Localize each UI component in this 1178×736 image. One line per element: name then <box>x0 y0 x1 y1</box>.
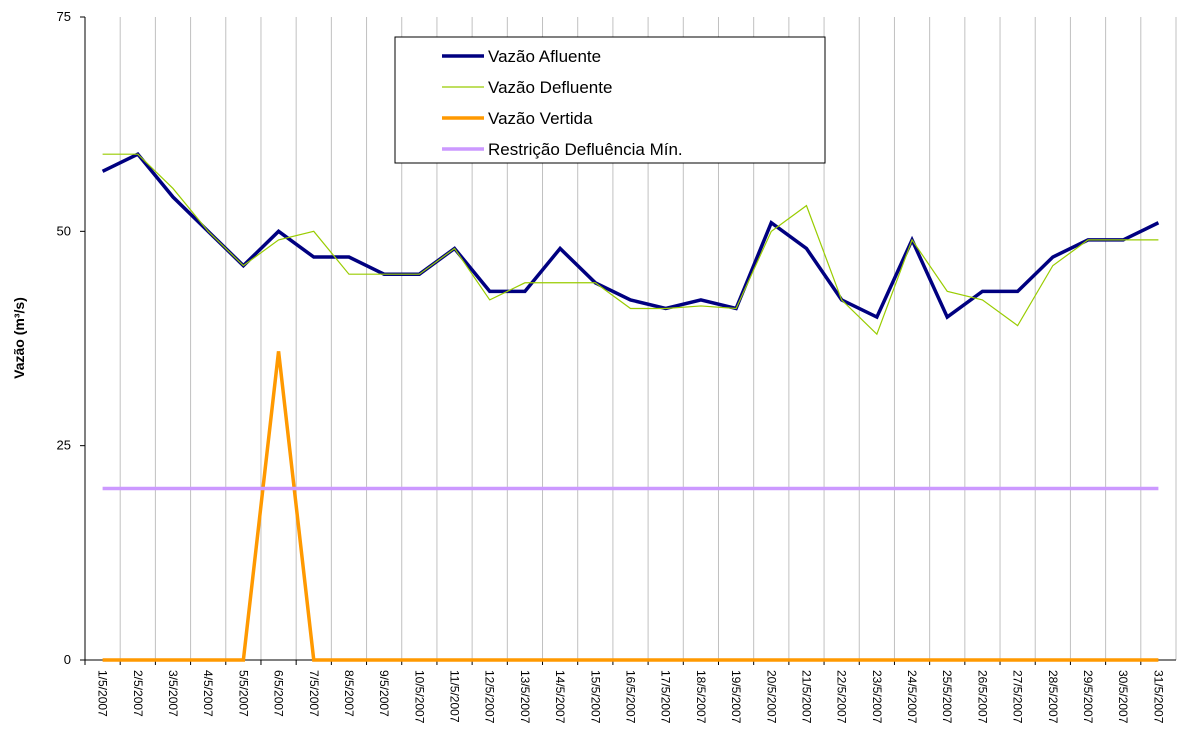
x-tick-label: 14/5/2007 <box>553 670 567 724</box>
x-tick-label: 20/5/2007 <box>764 670 778 724</box>
y-tick-label: 75 <box>57 9 71 24</box>
x-tick-label: 8/5/2007 <box>342 670 356 717</box>
series-line <box>101 151 1160 320</box>
x-tick-label: 29/5/2007 <box>1081 670 1095 724</box>
y-tick-label: 25 <box>57 438 71 453</box>
x-tick-label: 22/5/2007 <box>835 670 849 724</box>
x-tick-label: 6/5/2007 <box>272 670 286 717</box>
y-axis-label: Vazão (m³/s) <box>11 297 27 379</box>
x-tick-label: 5/5/2007 <box>236 670 250 717</box>
y-tick-label: 0 <box>64 652 71 667</box>
x-tick-label: 31/5/2007 <box>1151 670 1165 724</box>
x-tick-label: 4/5/2007 <box>201 670 215 717</box>
x-tick-label: 23/5/2007 <box>870 670 884 724</box>
x-tick-label: 25/5/2007 <box>940 670 954 724</box>
x-tick-label: 1/5/2007 <box>96 670 110 717</box>
x-tick-label: 28/5/2007 <box>1046 670 1060 724</box>
legend-label: Restrição Defluência Mín. <box>488 140 683 159</box>
x-tick-label: 2/5/2007 <box>131 670 145 717</box>
legend-label: Vazão Afluente <box>488 47 601 66</box>
x-tick-label: 17/5/2007 <box>659 670 673 724</box>
x-tick-label: 18/5/2007 <box>694 670 708 724</box>
y-tick-label: 50 <box>57 223 71 238</box>
x-tick-label: 12/5/2007 <box>483 670 497 724</box>
x-tick-label: 30/5/2007 <box>1116 670 1130 724</box>
x-tick-label: 16/5/2007 <box>624 670 638 724</box>
x-tick-label: 7/5/2007 <box>307 670 321 717</box>
x-tick-label: 3/5/2007 <box>166 670 180 717</box>
x-tick-label: 9/5/2007 <box>377 670 391 717</box>
x-tick-label: 21/5/2007 <box>799 670 813 724</box>
x-tick-label: 10/5/2007 <box>412 670 426 724</box>
x-tick-label: 11/5/2007 <box>448 670 462 723</box>
x-tick-label: 15/5/2007 <box>588 670 602 724</box>
legend-box <box>394 36 826 164</box>
series-line <box>102 153 1159 336</box>
x-tick-label: 19/5/2007 <box>729 670 743 724</box>
x-tick-label: 27/5/2007 <box>1011 670 1025 724</box>
x-tick-label: 13/5/2007 <box>518 670 532 724</box>
x-tick-label: 26/5/2007 <box>975 670 989 724</box>
legend-label: Vazão Defluente <box>488 78 612 97</box>
legend: Vazão Afluente Vazão Defluente Vazão Verti… <box>394 36 826 164</box>
series-line <box>102 351 1159 662</box>
legend-label: Vazão Vertida <box>488 109 593 128</box>
x-tick-label: 24/5/2007 <box>905 670 919 724</box>
